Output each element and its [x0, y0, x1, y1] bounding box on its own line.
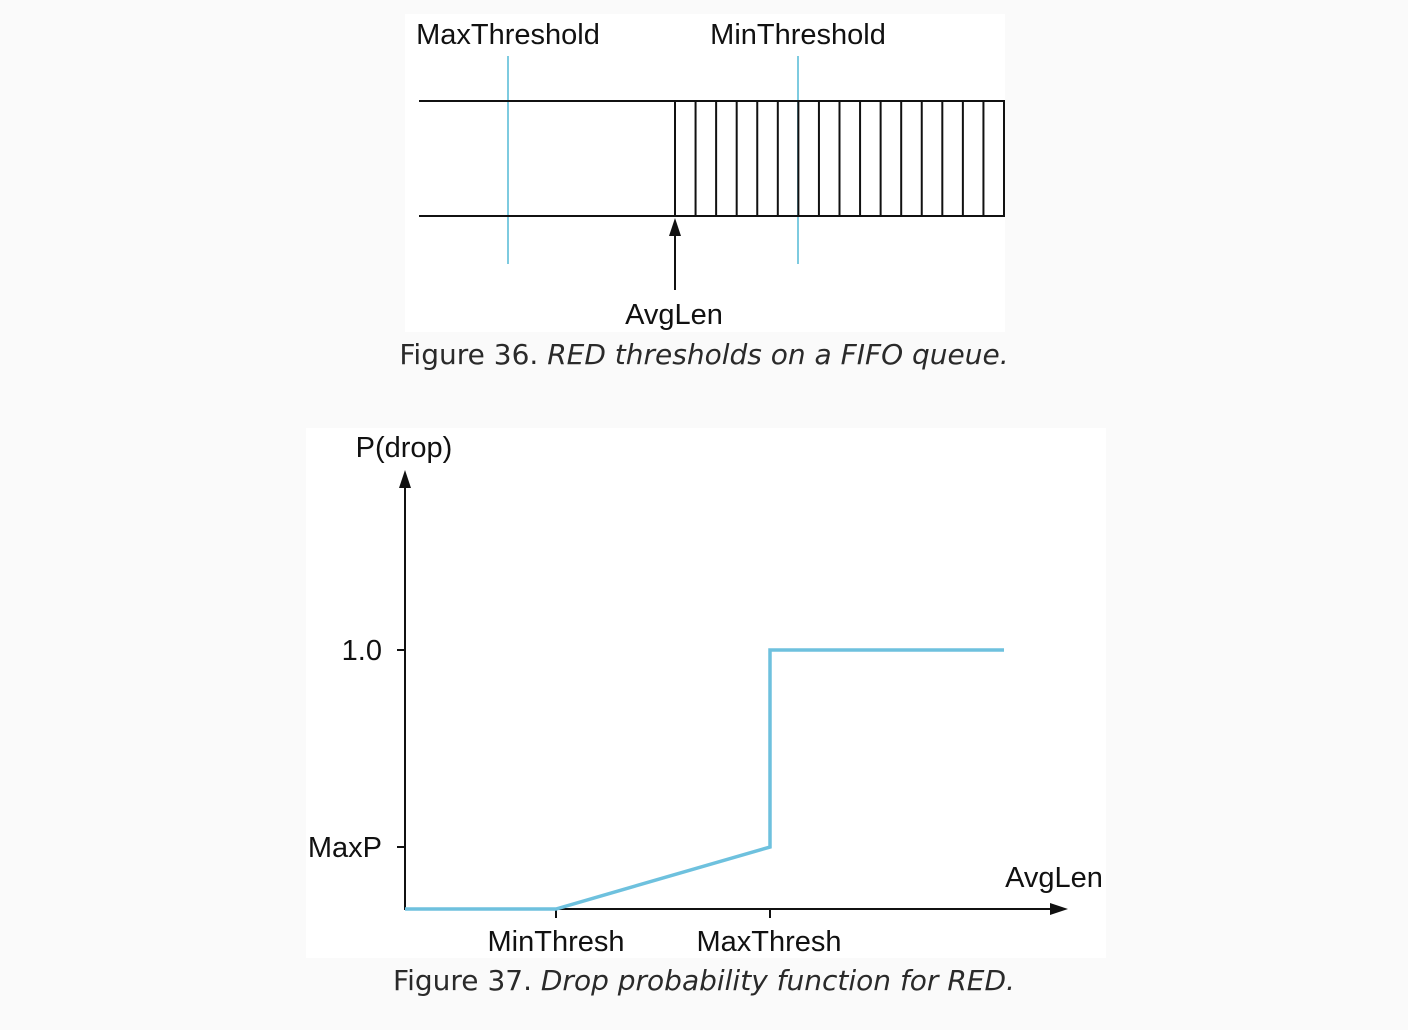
fig36-caption-text: RED thresholds on a FIFO queue.: [547, 338, 1009, 371]
x-axis-arrowhead: [1050, 903, 1068, 915]
avglen-arrowhead: [669, 218, 681, 236]
x-tick-label-minthresh: MinThresh: [488, 926, 625, 958]
y-axis-label: P(drop): [356, 432, 453, 464]
fig36-diagram: MaxThreshold MinThreshold AvgLen: [405, 14, 1005, 332]
fig37-caption-text: Drop probability function for RED.: [540, 964, 1015, 997]
drop-probability-curve: [405, 648, 1004, 911]
fig37-caption: Figure 37. Drop probability function for…: [0, 964, 1408, 997]
x-axis-label: AvgLen: [1005, 862, 1103, 894]
y-tick-label-one: 1.0: [342, 635, 382, 667]
fig36-caption: Figure 36. RED thresholds on a FIFO queu…: [0, 338, 1408, 371]
y-tick-label-maxp: MaxP: [308, 832, 382, 864]
max-threshold-label: MaxThreshold: [416, 19, 600, 51]
x-tick-label-maxthresh: MaxThresh: [696, 926, 841, 958]
min-threshold-label: MinThreshold: [710, 19, 886, 51]
fig36-caption-prefix: Figure 36.: [399, 338, 539, 371]
fig37-chart: P(drop) AvgLen 1.0 MaxP MinThresh MaxThr…: [306, 428, 1106, 958]
y-axis-arrowhead: [399, 470, 411, 488]
drop-probability-chart: P(drop) AvgLen 1.0 MaxP MinThresh MaxThr…: [308, 432, 1103, 958]
fifo-queue-diagram: MaxThreshold MinThreshold AvgLen: [416, 19, 1005, 331]
fig37-caption-prefix: Figure 37.: [393, 964, 532, 997]
avglen-label: AvgLen: [625, 299, 723, 331]
queued-packets: [674, 101, 985, 216]
